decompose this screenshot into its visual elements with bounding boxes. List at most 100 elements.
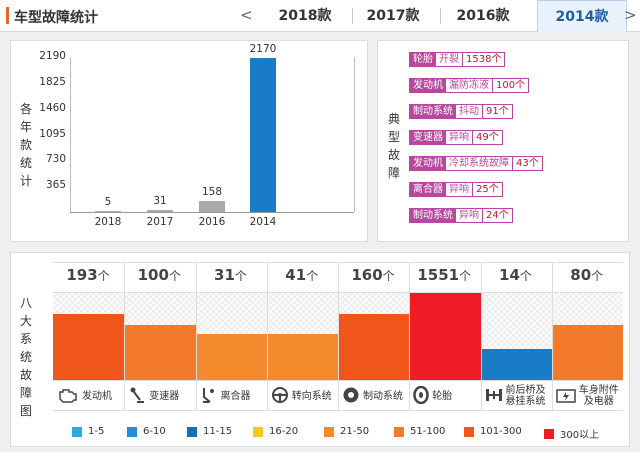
legend-swatch — [253, 426, 263, 437]
label-line: 车身附件 — [578, 385, 619, 396]
legend-label: 1-5 — [88, 426, 105, 437]
system-bar-1[interactable] — [124, 325, 196, 380]
legend-swatch — [72, 426, 82, 437]
legend-swatch — [464, 426, 474, 437]
system-bar-6[interactable] — [480, 349, 552, 380]
vertical-char: 故 — [19, 368, 32, 382]
vertical-char: 款 — [19, 138, 32, 152]
system-count-unit: 个 — [306, 269, 319, 283]
tab-2017[interactable]: 2017款 — [366, 8, 420, 24]
system-count-value: 31 — [214, 266, 235, 284]
typical-faults-label: 典型故障 — [387, 110, 401, 182]
next-arrow-icon[interactable]: > — [624, 6, 637, 24]
tab-divider — [440, 8, 441, 24]
year-bar-2017[interactable] — [147, 209, 173, 212]
gear-shift-icon — [128, 386, 149, 407]
legend-label: 300以上 — [560, 430, 600, 441]
fault-tag[interactable]: 制动系统 异响 24个 — [409, 208, 513, 223]
fault-count: 100个 — [496, 80, 526, 91]
system-component[interactable]: 轮胎 — [413, 385, 452, 407]
year-bar-value: 158 — [201, 185, 223, 198]
fault-tag[interactable]: 变速器 异响 49个 — [409, 130, 503, 145]
system-bar-0[interactable] — [53, 314, 125, 380]
year-chart-rightaxis — [354, 57, 355, 212]
fault-part: 冷却系统故障 — [446, 157, 513, 170]
system-component[interactable]: 变速器 — [128, 385, 179, 407]
year-bar-2014[interactable] — [250, 58, 276, 212]
legend-swatch — [544, 428, 554, 439]
system-count-unit: 个 — [97, 269, 110, 283]
fault-tag[interactable]: 离合器 异响 25个 — [409, 182, 503, 197]
year-chart-ytick: 2190 — [39, 50, 66, 62]
clutch-pedal-icon — [200, 386, 221, 407]
system-count-value: 100 — [137, 266, 169, 284]
legend-label: 51-100 — [410, 426, 446, 437]
legend-label: 6-10 — [143, 426, 166, 437]
fault-part: 开裂 — [436, 53, 463, 66]
column-divider — [124, 262, 126, 410]
system-bar-2[interactable] — [195, 334, 267, 380]
row-divider — [53, 380, 623, 381]
system-component-label: 制动系统 — [363, 390, 403, 402]
system-count-unit: 个 — [519, 269, 532, 283]
system-count-unit: 个 — [234, 269, 247, 283]
fault-category: 变速器 — [410, 131, 446, 144]
vertical-char: 障 — [387, 166, 400, 180]
year-chart-ytick: 730 — [45, 153, 66, 166]
system-bar-7[interactable] — [551, 325, 623, 380]
title-accent — [6, 7, 9, 24]
fault-part: 异响 — [456, 209, 483, 222]
legend-swatch — [127, 426, 137, 437]
system-count: 14个 — [481, 266, 551, 284]
fault-tag[interactable]: 发动机 漏防冻液 100个 — [409, 78, 530, 93]
fault-part: 抖动 — [456, 105, 483, 118]
year-chart-ylabel: 各年款统计 — [19, 100, 33, 190]
system-count-unit: 个 — [382, 269, 395, 283]
year-chart-xtick: 2018 — [94, 216, 122, 228]
label-line: 悬挂系统 — [505, 396, 546, 407]
system-component[interactable]: 前后桥及 悬挂系统 — [485, 385, 546, 407]
prev-arrow-icon[interactable]: < — [240, 6, 253, 24]
system-component-label: 前后桥及 悬挂系统 — [506, 385, 546, 407]
system-component[interactable]: 车身附件 及电器 — [556, 385, 619, 407]
year-chart-xtick: 2016 — [198, 216, 226, 228]
system-component[interactable]: 制动系统 — [342, 385, 403, 407]
legend-item: 6-10 — [127, 426, 166, 437]
system-bar-5[interactable] — [409, 292, 481, 380]
system-count: 193个 — [53, 266, 123, 284]
legend-swatch — [324, 426, 334, 437]
system-bar-3[interactable] — [266, 334, 338, 380]
legend-label: 16-20 — [269, 426, 299, 437]
legend-label: 11-15 — [203, 426, 233, 437]
system-component[interactable]: 转向系统 — [271, 385, 332, 407]
legend-item: 300以上 — [544, 426, 599, 441]
tab-2016[interactable]: 2016款 — [456, 8, 510, 24]
vertical-char: 统 — [19, 156, 32, 170]
year-bar-2016[interactable] — [199, 200, 225, 212]
system-component[interactable]: 发动机 — [57, 385, 112, 407]
brake-disc-icon — [342, 386, 363, 407]
vertical-char: 计 — [19, 174, 32, 188]
systems-label: 八大系统故障图 — [19, 294, 33, 420]
engine-icon — [57, 387, 82, 406]
year-bar-2018[interactable] — [95, 211, 121, 212]
column-divider — [409, 262, 411, 410]
row-divider — [53, 292, 623, 293]
tab-2018[interactable]: 2018款 — [278, 8, 332, 24]
system-bar-4[interactable] — [338, 314, 410, 380]
legend-item: 21-50 — [324, 426, 369, 437]
fault-tag[interactable]: 发动机 冷却系统故障 43个 — [409, 156, 543, 171]
system-component[interactable]: 离合器 — [200, 385, 251, 407]
legend-label: 101-300 — [480, 426, 522, 437]
fault-tag[interactable]: 制动系统 抖动 91个 — [409, 104, 513, 119]
tab-2014[interactable]: 2014款 — [537, 0, 627, 32]
row-divider — [53, 262, 623, 263]
system-count-value: 41 — [285, 266, 307, 284]
column-divider — [338, 262, 339, 410]
vertical-char: 障 — [19, 386, 32, 400]
system-count: 80个 — [552, 266, 622, 284]
year-chart-panel — [10, 40, 368, 242]
steering-wheel-icon — [271, 386, 292, 407]
fault-tag[interactable]: 轮胎 开裂 1538个 — [409, 52, 506, 67]
system-count-unit: 个 — [591, 269, 604, 283]
